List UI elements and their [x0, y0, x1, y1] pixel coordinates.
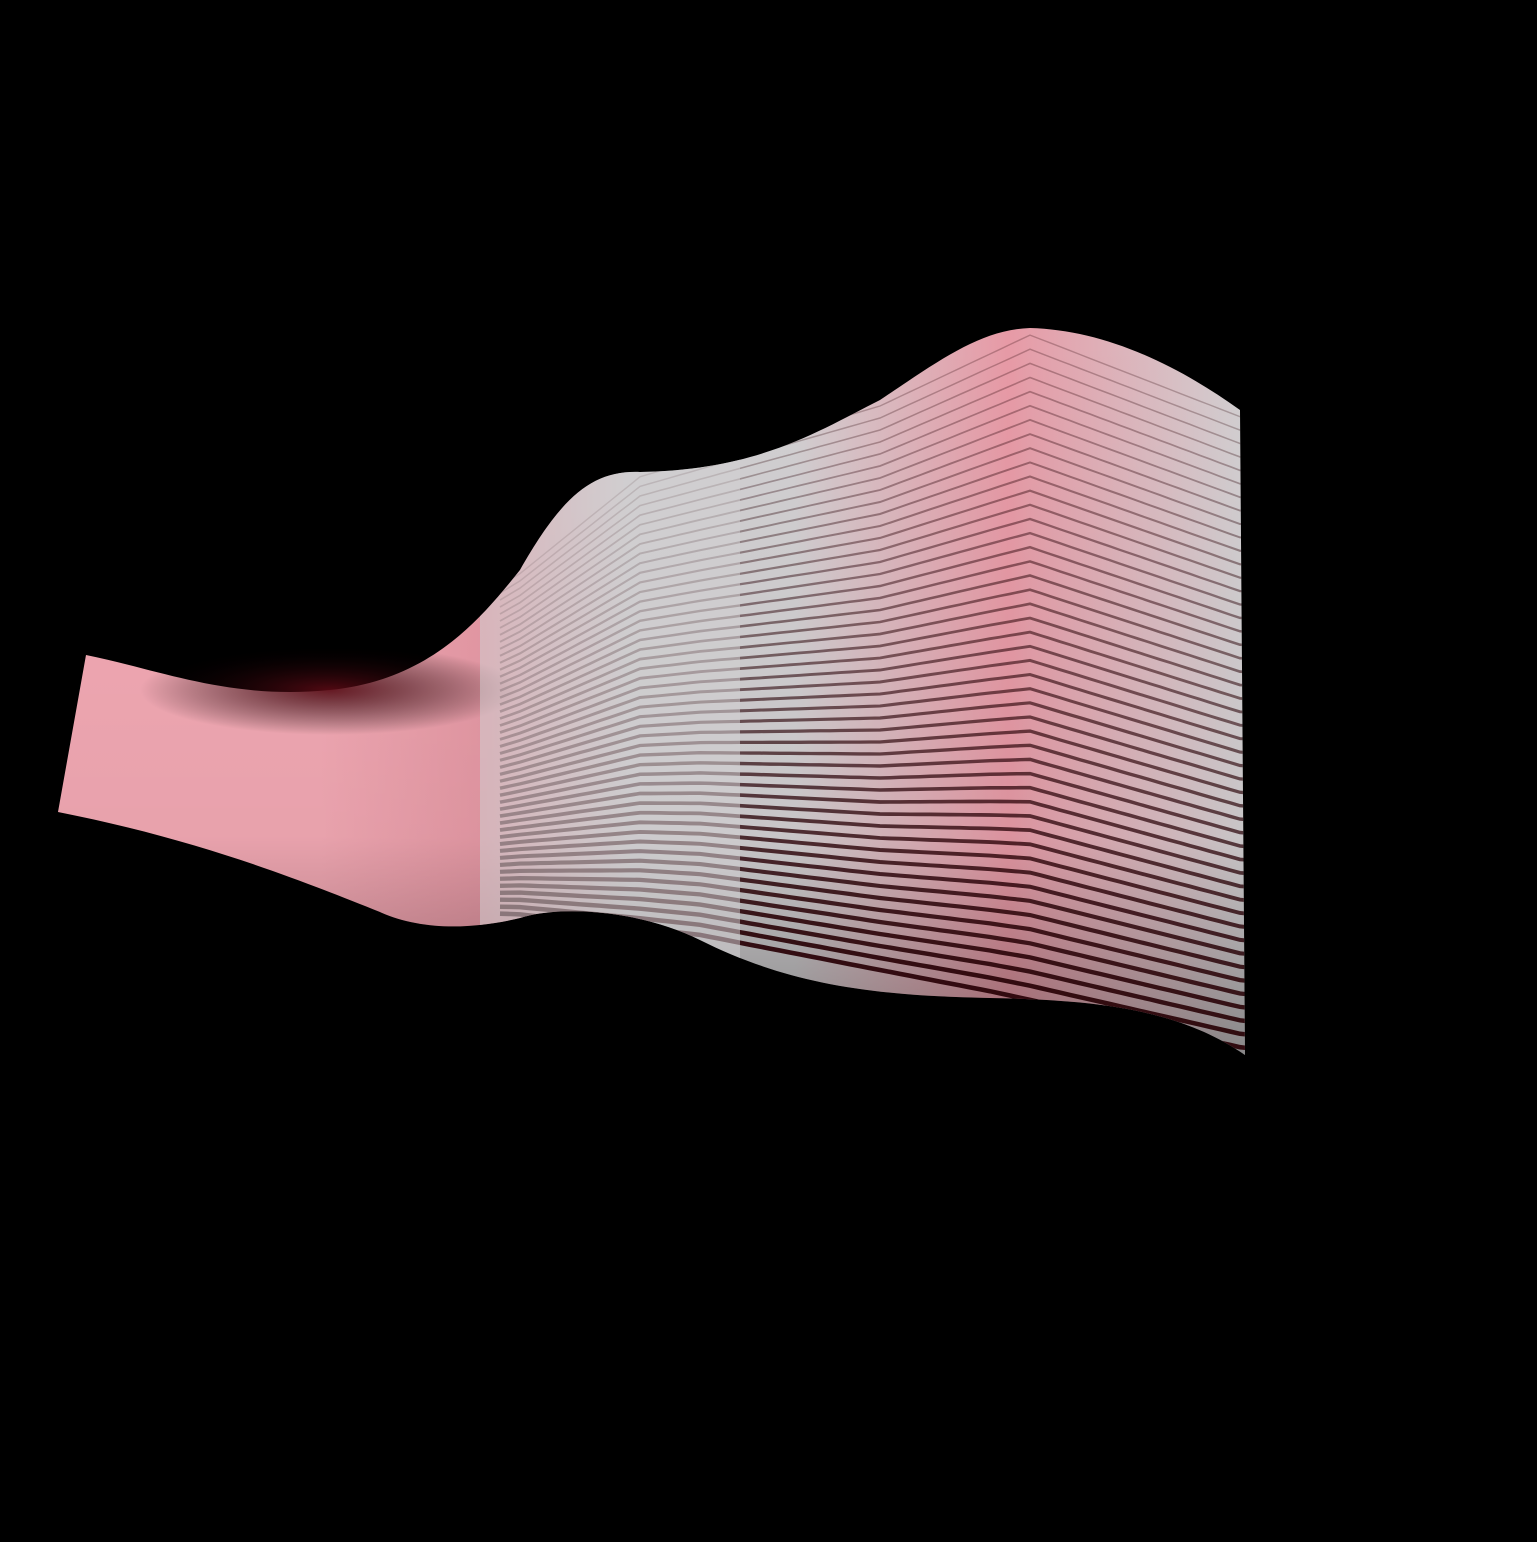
ribbon-highlight — [480, 328, 740, 1055]
